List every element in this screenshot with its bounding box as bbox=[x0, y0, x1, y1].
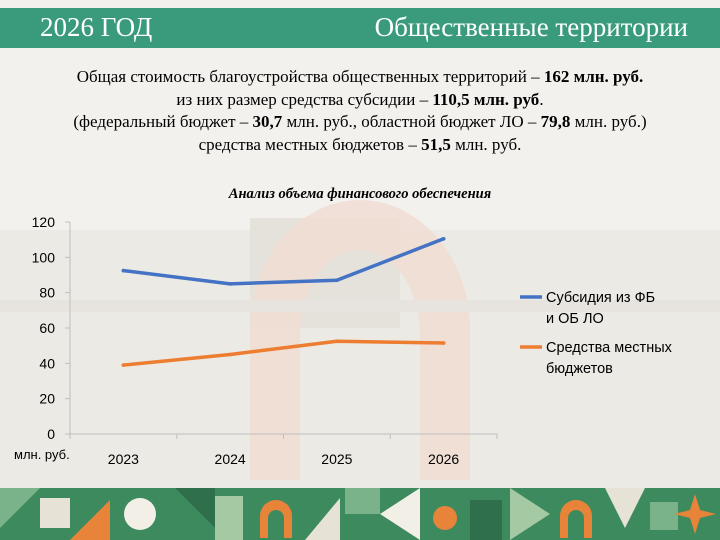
line-chart: 0 20 40 60 80 100 120 2023 2024 2025 2026 млн. руб.… bbox=[14, 214, 673, 467]
y-tick-label: 40 bbox=[39, 355, 55, 371]
footer-pattern bbox=[0, 488, 720, 540]
series-2-point bbox=[441, 341, 446, 345]
x-tick-label: 2024 bbox=[215, 451, 246, 467]
summary-line-1-total: 162 млн. руб. bbox=[543, 67, 644, 86]
series-2-point bbox=[335, 339, 339, 344]
summary-line-2-end: . bbox=[539, 89, 544, 109]
series-1-point bbox=[335, 278, 339, 283]
summary-line-2-text: из них размер средства субсидии – bbox=[176, 89, 433, 109]
y-tick-label: 120 bbox=[32, 214, 56, 230]
summary-line-3: (федеральный бюджет – 30,7 млн. руб., об… bbox=[0, 111, 720, 134]
legend-label-2: Средства местных бюджетов bbox=[546, 340, 673, 377]
y-tick-label: 0 bbox=[47, 426, 55, 442]
summary-line-3-e: млн. руб.) bbox=[570, 112, 647, 131]
summary-line-1-text: Общая стоимость благоустройства обществе… bbox=[76, 67, 544, 86]
x-tick-label: 2025 bbox=[321, 451, 352, 467]
series-2-point bbox=[121, 363, 126, 367]
x-tick-label: 2023 bbox=[108, 451, 139, 467]
chart-title: Анализ объема финансового обеспечения bbox=[228, 186, 492, 202]
series-1-point bbox=[121, 268, 126, 273]
series-1-point bbox=[228, 282, 232, 286]
header-bar: 2026 ГОД Общественные территории bbox=[0, 8, 720, 48]
series-line-2 bbox=[121, 339, 446, 367]
footer-shapes bbox=[0, 488, 716, 540]
y-tick-label: 80 bbox=[39, 285, 55, 301]
summary-line-4: средства местных бюджетов – 51,5 млн. ру… bbox=[0, 134, 720, 157]
header-title: Общественные территории bbox=[374, 12, 688, 42]
header-year: 2026 ГОД bbox=[40, 12, 153, 42]
x-axis-label: млн. руб. bbox=[14, 447, 70, 462]
summary-regional-value: 79,8 bbox=[540, 112, 571, 131]
summary-line-4-a: средства местных бюджетов – bbox=[198, 134, 422, 154]
summary-local-value: 51,5 bbox=[421, 134, 451, 154]
series-line-1 bbox=[121, 237, 446, 286]
x-tick-label: 2026 bbox=[428, 451, 459, 467]
summary-line-2: из них размер средства субсидии – 110,5 … bbox=[0, 89, 720, 112]
series-1-point bbox=[441, 236, 446, 241]
legend-label-1: Субсидия из ФБ и ОБ ЛО bbox=[546, 290, 655, 327]
y-tick-label: 100 bbox=[32, 249, 56, 265]
summary-line-3-a: (федеральный бюджет – bbox=[73, 112, 253, 131]
y-tick-label: 20 bbox=[39, 391, 55, 407]
summary-line-2-subsidy: 110,5 млн. руб bbox=[432, 89, 540, 109]
summary-line-3-c: млн. руб., областной бюджет ЛО – bbox=[282, 112, 541, 131]
summary-federal-value: 30,7 bbox=[252, 112, 283, 131]
series-2-point bbox=[228, 352, 232, 357]
summary-line-4-c: млн. руб. bbox=[450, 134, 522, 154]
y-tick-label: 60 bbox=[39, 320, 55, 336]
summary-text: Общая стоимость благоустройства обществе… bbox=[0, 66, 720, 156]
summary-line-1: Общая стоимость благоустройства обществе… bbox=[0, 66, 720, 89]
